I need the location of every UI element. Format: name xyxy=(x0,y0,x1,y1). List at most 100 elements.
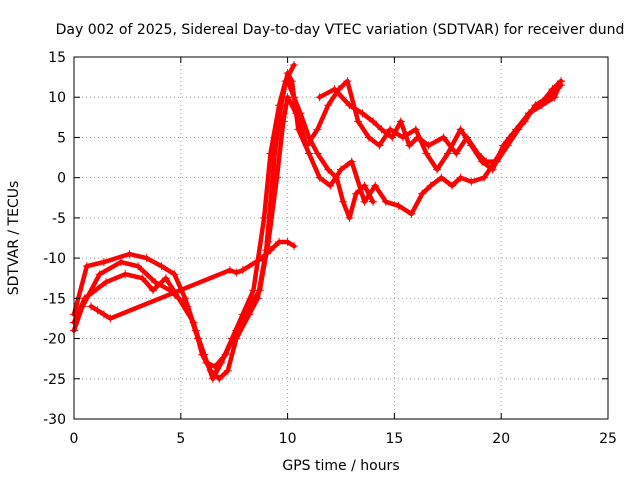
series-line-track-a xyxy=(71,70,564,382)
series-track-d xyxy=(315,77,566,166)
point-track-d-19 xyxy=(524,109,533,118)
point-track-c-9 xyxy=(200,350,209,359)
point-track-e-2 xyxy=(99,310,108,319)
x-tick-label-3: 15 xyxy=(385,431,403,447)
point-track-c-16 xyxy=(266,149,275,158)
point-track-c-12 xyxy=(228,334,237,343)
x-tick-label-5: 25 xyxy=(599,431,617,447)
point-track-f-3 xyxy=(304,133,313,142)
point-track-a-23 xyxy=(315,173,324,182)
axis-ticks: 0 5 10 15 20 25 -30 -25 -20 -15 -10 -5 0 5 10 15 xyxy=(43,50,617,447)
point-track-c-6 xyxy=(170,270,179,279)
point-track-d-4 xyxy=(369,117,378,126)
point-track-c-15 xyxy=(260,213,269,222)
point-track-e-0 xyxy=(87,302,96,311)
x-axis-label: GPS time / hours xyxy=(282,458,399,474)
series-track-a xyxy=(70,69,566,383)
point-track-b-22 xyxy=(324,101,333,110)
point-track-b-2 xyxy=(95,270,104,279)
series-line-track-c xyxy=(71,62,297,382)
point-track-b-5 xyxy=(151,278,160,287)
series-track-e xyxy=(87,238,299,323)
y-tick-label-5: -5 xyxy=(52,211,66,227)
point-track-b-32 xyxy=(433,165,442,174)
point-track-a-25 xyxy=(337,165,345,174)
point-track-c-3 xyxy=(125,250,134,259)
point-track-a-3 xyxy=(121,270,130,279)
point-track-f-1 xyxy=(290,93,299,102)
point-track-d-2 xyxy=(345,101,354,110)
point-track-b-42 xyxy=(550,93,559,102)
point-track-f-0 xyxy=(283,77,292,86)
point-track-c-2 xyxy=(99,258,108,267)
point-track-e-1 xyxy=(93,306,102,315)
point-track-d-9 xyxy=(413,133,422,142)
point-track-a-5 xyxy=(149,286,158,295)
point-track-d-17 xyxy=(503,141,512,150)
point-track-f-4 xyxy=(313,149,322,158)
point-track-e-8 xyxy=(266,246,275,255)
point-track-a-35 xyxy=(448,181,457,190)
point-track-c-14 xyxy=(249,286,258,295)
series-line-track-b xyxy=(71,78,564,369)
point-track-d-5 xyxy=(377,125,386,134)
point-track-e-7 xyxy=(257,254,266,263)
point-track-e-11 xyxy=(290,242,299,251)
data-series xyxy=(70,61,566,383)
x-tick-label-1: 5 xyxy=(176,431,185,447)
series-track-b xyxy=(70,77,566,371)
point-track-d-8 xyxy=(405,141,414,150)
point-track-d-14 xyxy=(473,149,482,158)
point-track-d-13 xyxy=(463,133,472,142)
point-track-b-4 xyxy=(134,262,143,271)
point-track-a-37 xyxy=(467,177,476,186)
point-track-a-33 xyxy=(426,181,435,190)
point-track-a-4 xyxy=(138,274,147,283)
point-track-e-6 xyxy=(238,266,247,275)
point-track-d-6 xyxy=(388,133,397,142)
point-track-f-11 xyxy=(369,197,378,206)
point-track-a-6 xyxy=(161,274,170,283)
point-track-b-20 xyxy=(302,141,311,150)
y-tick-label-1: -25 xyxy=(43,372,66,388)
point-track-a-34 xyxy=(437,173,446,182)
point-track-b-21 xyxy=(313,125,322,134)
point-track-f-8 xyxy=(345,213,354,222)
point-track-a-28 xyxy=(371,181,380,190)
point-track-c-7 xyxy=(181,294,190,303)
point-track-b-24 xyxy=(343,77,352,86)
point-track-b-30 xyxy=(411,125,420,134)
plot-frame xyxy=(73,56,609,420)
point-track-b-28 xyxy=(386,125,395,134)
point-track-a-36 xyxy=(456,173,465,182)
point-track-f-5 xyxy=(324,165,333,174)
x-tick-label-4: 20 xyxy=(492,431,510,447)
point-track-d-21 xyxy=(548,85,557,94)
point-track-b-3 xyxy=(116,258,125,267)
point-track-a-38 xyxy=(480,173,489,182)
y-tick-label-4: -10 xyxy=(43,251,66,267)
point-track-d-7 xyxy=(396,117,405,126)
x-tick-label-2: 10 xyxy=(279,431,297,447)
point-track-c-1 xyxy=(82,262,91,271)
series-track-f xyxy=(283,77,378,222)
point-track-a-31 xyxy=(407,209,416,218)
grid-lines xyxy=(74,57,608,419)
point-track-d-18 xyxy=(514,125,523,134)
point-track-f-7 xyxy=(339,197,348,206)
point-track-f-6 xyxy=(332,173,341,182)
point-track-b-1 xyxy=(78,302,87,311)
point-track-c-8 xyxy=(191,326,200,335)
point-track-a-2 xyxy=(102,278,111,287)
x-tick-label-0: 0 xyxy=(70,431,79,447)
point-track-d-12 xyxy=(452,149,461,158)
point-track-b-33 xyxy=(443,149,452,158)
point-track-b-25 xyxy=(354,117,363,126)
point-track-d-16 xyxy=(492,157,501,166)
point-track-a-24 xyxy=(326,181,335,190)
y-tick-label-2: -20 xyxy=(43,332,66,348)
point-track-e-10 xyxy=(283,238,292,247)
point-track-c-13 xyxy=(238,310,247,319)
point-track-b-15 xyxy=(264,238,273,247)
